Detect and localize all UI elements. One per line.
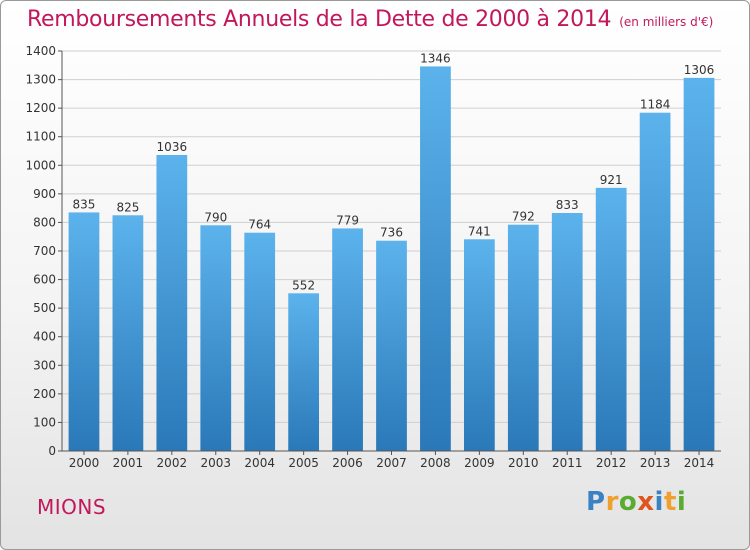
bar — [639, 112, 671, 451]
x-tick-label: 2005 — [288, 456, 319, 470]
logo-letter: r — [605, 487, 619, 517]
data-labels: 835 825 1036 790 764 552 779 736 1346 741 792 833 92… — [73, 51, 715, 292]
logo-letter: i — [676, 487, 687, 517]
city-name: MIONS — [37, 495, 107, 519]
axes: 0 100 200 300 400 500 600 700 800 900 1000 1100 1200… — [25, 44, 721, 470]
data-label: 835 — [73, 197, 96, 211]
x-tick-label: 2004 — [244, 456, 275, 470]
logo-letter: x — [637, 487, 655, 517]
y-tick-label: 1000 — [25, 158, 56, 172]
x-tick-label: 2003 — [200, 456, 231, 470]
bar — [376, 240, 407, 451]
y-tick-label: 1200 — [25, 101, 56, 115]
y-tick-label: 200 — [33, 387, 56, 401]
x-tick-label: 2010 — [508, 456, 539, 470]
data-label: 779 — [336, 213, 359, 227]
x-tick-label: 2011 — [552, 456, 583, 470]
y-tick-label: 1400 — [25, 44, 56, 58]
y-tick-label: 100 — [33, 415, 56, 429]
data-label: 741 — [468, 224, 491, 238]
x-tick-label: 2006 — [332, 456, 363, 470]
logo-letter: t — [663, 487, 677, 517]
data-label: 552 — [292, 278, 315, 292]
bar — [507, 224, 539, 451]
x-tick-label: 2009 — [464, 456, 495, 470]
bar — [420, 66, 451, 451]
chart-title: Remboursements Annuels de la Dette de 20… — [27, 7, 713, 32]
bar — [463, 239, 495, 451]
x-tick-label: 2013 — [640, 456, 671, 470]
title-text: Remboursements Annuels de la Dette de 20… — [27, 7, 612, 32]
x-tick-label: 2012 — [596, 456, 627, 470]
bar — [244, 232, 276, 451]
data-label: 790 — [204, 210, 227, 224]
data-label: 1184 — [640, 98, 671, 112]
data-label: 1306 — [684, 63, 715, 77]
data-label: 764 — [248, 218, 271, 232]
y-tick-label: 300 — [33, 358, 56, 372]
y-tick-label: 1300 — [25, 73, 56, 87]
x-tick-label: 2001 — [113, 456, 144, 470]
y-tick-label: 600 — [33, 273, 56, 287]
x-tick-label: 2000 — [69, 456, 100, 470]
bar — [200, 225, 232, 451]
bar — [112, 215, 144, 451]
chart-subtitle: (en milliers d'€) — [619, 15, 714, 29]
bar — [288, 293, 320, 451]
x-tick-label: 2002 — [157, 456, 188, 470]
bar — [68, 212, 100, 451]
y-tick-label: 900 — [33, 187, 56, 201]
data-label: 833 — [556, 198, 579, 212]
x-tick-label: 2008 — [420, 456, 451, 470]
logo-letter: i — [654, 487, 664, 517]
y-tick-label: 1100 — [25, 130, 56, 144]
y-tick-label: 700 — [33, 244, 56, 258]
y-tick-label: 500 — [33, 301, 56, 315]
data-label: 825 — [116, 200, 139, 214]
bar — [683, 77, 715, 451]
y-tick-label: 800 — [33, 215, 56, 229]
data-label: 1346 — [420, 51, 451, 65]
x-tick-label: 2014 — [684, 456, 715, 470]
y-tick-label: 400 — [33, 330, 56, 344]
data-label: 1036 — [157, 140, 188, 154]
bars — [68, 66, 715, 451]
bar — [332, 228, 363, 451]
proxiti-logo: Proxiti — [586, 487, 686, 517]
bar — [595, 187, 627, 451]
logo-letter: o — [618, 487, 638, 517]
data-label: 921 — [600, 173, 623, 187]
data-label: 792 — [512, 210, 535, 224]
logo-letter: P — [586, 487, 606, 517]
bar — [156, 155, 188, 451]
y-tick-label: 0 — [48, 444, 56, 458]
x-tick-label: 2007 — [376, 456, 407, 470]
bar — [551, 213, 583, 451]
data-label: 736 — [380, 226, 403, 240]
